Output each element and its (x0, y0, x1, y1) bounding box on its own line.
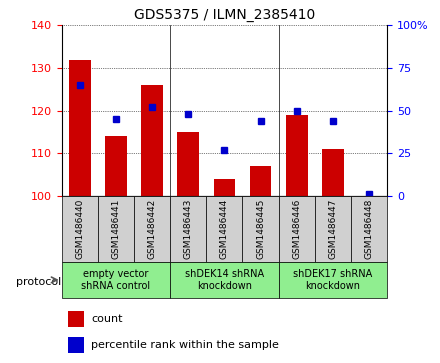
Text: GSM1486444: GSM1486444 (220, 199, 229, 259)
Bar (250, 166, 271, 196)
Text: empty vector
shRNA control: empty vector shRNA control (81, 269, 150, 291)
Text: protocol: protocol (16, 277, 62, 287)
Bar (105, 136, 127, 196)
Text: percentile rank within the sample: percentile rank within the sample (91, 340, 279, 350)
FancyBboxPatch shape (242, 196, 279, 262)
FancyBboxPatch shape (62, 262, 170, 298)
Title: GDS5375 / ILMN_2385410: GDS5375 / ILMN_2385410 (134, 8, 315, 22)
Text: GSM1486440: GSM1486440 (75, 199, 84, 259)
FancyBboxPatch shape (351, 196, 387, 262)
FancyBboxPatch shape (279, 262, 387, 298)
FancyBboxPatch shape (170, 196, 206, 262)
FancyBboxPatch shape (170, 262, 279, 298)
Text: GSM1486442: GSM1486442 (147, 199, 157, 259)
Text: GSM1486443: GSM1486443 (184, 199, 193, 259)
FancyBboxPatch shape (206, 196, 242, 262)
Bar (69, 60, 91, 196)
Text: GSM1486447: GSM1486447 (328, 199, 337, 259)
Bar (141, 85, 163, 196)
FancyBboxPatch shape (98, 196, 134, 262)
Bar (177, 132, 199, 196)
Bar (213, 179, 235, 196)
Text: GSM1486446: GSM1486446 (292, 199, 301, 259)
FancyBboxPatch shape (315, 196, 351, 262)
Text: GSM1486441: GSM1486441 (111, 199, 121, 259)
Bar (322, 149, 344, 196)
Text: shDEK14 shRNA
knockdown: shDEK14 shRNA knockdown (185, 269, 264, 291)
FancyBboxPatch shape (62, 196, 98, 262)
Bar (286, 115, 308, 196)
Bar (68, 337, 84, 353)
Text: count: count (91, 314, 122, 324)
FancyBboxPatch shape (134, 196, 170, 262)
FancyBboxPatch shape (279, 196, 315, 262)
Text: shDEK17 shRNA
knockdown: shDEK17 shRNA knockdown (293, 269, 373, 291)
Bar (68, 311, 84, 327)
Text: GSM1486445: GSM1486445 (256, 199, 265, 259)
Text: GSM1486448: GSM1486448 (365, 199, 374, 259)
